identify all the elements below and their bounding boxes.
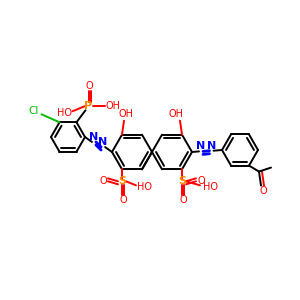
Text: HO: HO xyxy=(57,108,72,118)
Text: O: O xyxy=(197,176,205,186)
Text: S: S xyxy=(178,176,186,186)
Text: O: O xyxy=(99,176,107,186)
Text: HO: HO xyxy=(136,182,152,192)
Text: O: O xyxy=(259,186,267,196)
Text: N: N xyxy=(196,141,206,152)
Text: N: N xyxy=(89,132,98,142)
Text: OH: OH xyxy=(169,109,184,119)
Text: OH: OH xyxy=(118,109,134,119)
Text: Cl: Cl xyxy=(28,106,39,116)
Text: O: O xyxy=(179,195,187,205)
Text: S: S xyxy=(118,176,126,186)
Text: O: O xyxy=(119,195,127,205)
Text: OH: OH xyxy=(105,101,120,111)
Text: HO: HO xyxy=(202,182,217,192)
Text: P: P xyxy=(84,101,93,111)
Text: N: N xyxy=(98,137,108,147)
Text: O: O xyxy=(86,81,93,91)
Text: N: N xyxy=(207,141,216,151)
